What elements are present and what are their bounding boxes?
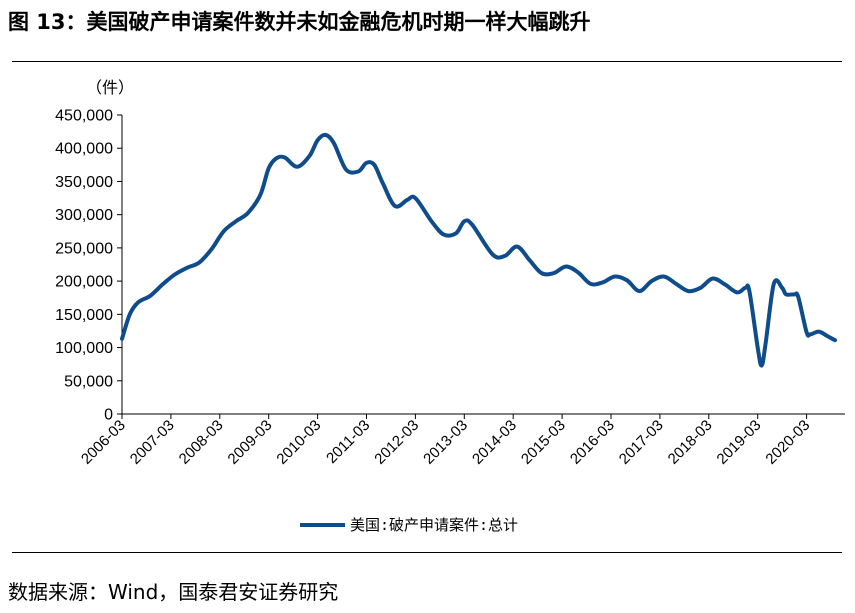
- y-tick-label: 400,000: [55, 141, 113, 158]
- x-tick-label: 2017-03: [616, 417, 667, 468]
- x-tick-label: 2009-03: [225, 417, 276, 468]
- y-axis-unit-label: （件）: [86, 78, 134, 97]
- x-tick-label: 2015-03: [518, 417, 569, 468]
- top-rule: [12, 61, 842, 62]
- x-tick-label: 2008-03: [176, 417, 227, 468]
- x-tick-label: 2014-03: [469, 417, 520, 468]
- y-tick-label: 0: [104, 407, 113, 424]
- y-tick-label: 350,000: [55, 174, 113, 191]
- x-tick-label: 2013-03: [420, 417, 471, 468]
- y-tick-label: 450,000: [55, 108, 113, 125]
- series-line: [120, 132, 837, 368]
- source-note: 数据来源：Wind，国泰君安证券研究: [8, 580, 339, 604]
- y-axis: 450,000 400,000 350,000 300,000 250,000 200,0…: [55, 108, 123, 424]
- y-tick-label: 100,000: [55, 340, 113, 357]
- x-axis: 2006-032007-032008-032009-032010-032011-…: [78, 413, 845, 468]
- x-tick-label: 2006-03: [78, 417, 129, 468]
- x-tick-label: 2011-03: [323, 417, 373, 467]
- x-tick-label: 2010-03: [273, 417, 324, 468]
- legend: 美国:破产申请案件:总计: [300, 516, 518, 534]
- y-tick-label: 200,000: [55, 274, 113, 291]
- x-tick-label: 2020-03: [762, 417, 813, 468]
- y-tick-label: 300,000: [55, 207, 113, 224]
- bottom-rule: [12, 552, 842, 553]
- x-tick-label: 2007-03: [127, 417, 178, 468]
- x-tick-label: 2018-03: [665, 417, 716, 468]
- y-tick-label: 50,000: [64, 373, 113, 390]
- x-tick-label: 2016-03: [567, 417, 618, 468]
- x-tick-label: 2019-03: [714, 417, 765, 468]
- x-tick-label: 2012-03: [371, 417, 422, 468]
- y-tick-label: 150,000: [55, 307, 113, 324]
- y-tick-label: 250,000: [55, 240, 113, 257]
- chart-title: 图 13：美国破产申请案件数并未如金融危机时期一样大幅跳升: [8, 10, 591, 34]
- legend-label: 美国:破产申请案件:总计: [350, 516, 518, 534]
